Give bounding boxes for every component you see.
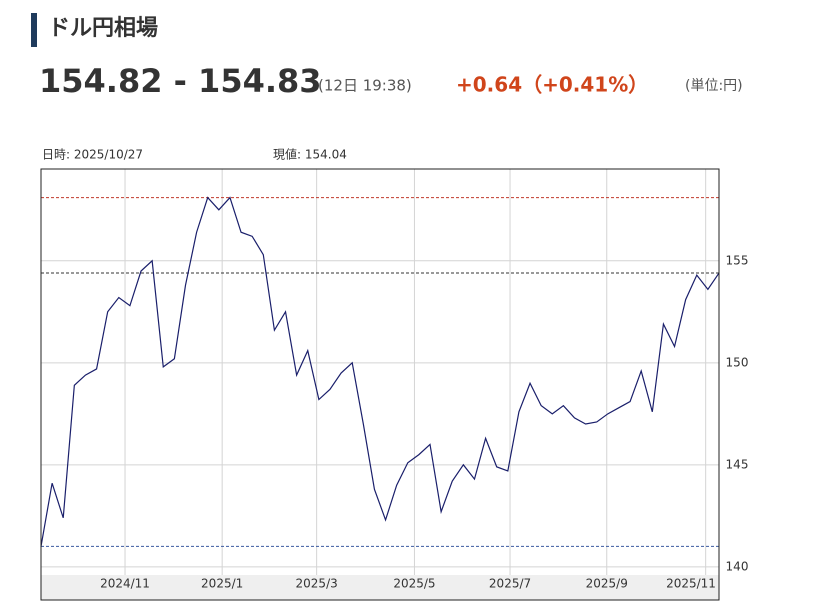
title-bar: [31, 13, 37, 47]
y-tick-label: 155: [726, 253, 749, 267]
price: 154.82 - 154.83: [39, 62, 322, 100]
y-tick-label: 150: [726, 355, 749, 369]
plot: 140 145 150 155 2024/11 2025/1 2025/3 2025/5 202…: [40, 169, 749, 591]
info-current: 現値: 154.04: [273, 147, 347, 162]
info-date: 日時: 2025/10/27: [42, 148, 143, 162]
x-tick-label: 2024/11: [100, 577, 150, 591]
x-axis-band: [41, 575, 719, 600]
change: +0.64（+0.41%）: [456, 73, 648, 97]
unit: (単位:円): [685, 78, 743, 94]
x-tick-label: 2025/5: [393, 577, 435, 591]
x-tick-label: 2025/9: [586, 577, 628, 591]
price-line: [40, 196, 720, 547]
title: ドル円相場: [48, 16, 158, 41]
x-tick-label: 2025/1: [201, 577, 243, 591]
x-tick-label: 2025/3: [296, 577, 338, 591]
frame: [40, 168, 720, 601]
x-tick-label: 2025/11: [666, 577, 716, 591]
y-tick-label: 145: [726, 457, 749, 471]
y-tick-label: 140: [726, 559, 749, 573]
time: (12日 19:38): [318, 77, 412, 95]
x-tick-label: 2025/7: [489, 577, 531, 591]
